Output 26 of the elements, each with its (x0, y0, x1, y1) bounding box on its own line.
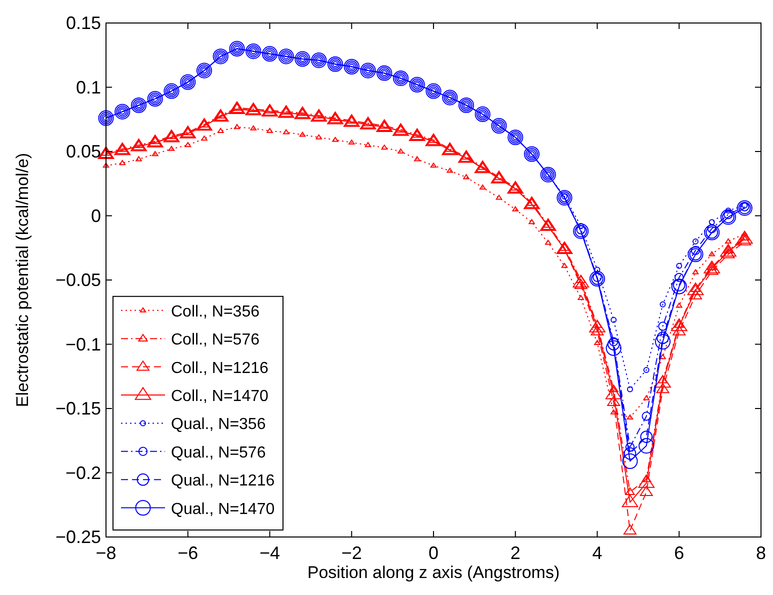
x-tick-label: 0 (428, 543, 439, 563)
x-tick-label: 6 (674, 543, 684, 563)
legend-label: Qual., N=1470 (171, 500, 275, 518)
legend-label: Coll., N=356 (171, 303, 260, 320)
y-tick-label: −0.2 (65, 462, 101, 483)
x-tick-label: −4 (259, 543, 280, 563)
legend-label: Qual., N=356 (171, 416, 266, 434)
legend-label: Coll., N=1470 (171, 388, 268, 405)
x-tick-label: 8 (756, 543, 766, 563)
legend-label: Qual., N=1216 (171, 472, 275, 490)
y-tick-label: 0.1 (76, 77, 101, 98)
y-tick-label: 0.05 (66, 142, 101, 162)
x-tick-label: 2 (510, 543, 520, 563)
x-tick-label: −2 (341, 543, 362, 563)
y-tick-label: 0 (90, 206, 101, 226)
legend-label: Coll., N=1216 (171, 360, 268, 377)
x-tick-label: −6 (178, 543, 198, 563)
y-tick-label: −0.1 (65, 334, 101, 354)
y-tick-label: 0.15 (66, 13, 101, 33)
y-axis-title: Electrostatic potential (kcal/mol/e) (13, 152, 32, 408)
x-axis-title: Position along z axis (Angstroms) (307, 563, 560, 582)
legend-label: Coll., N=576 (171, 332, 260, 349)
y-tick-label: −0.15 (55, 398, 101, 418)
y-tick-label: −0.05 (55, 270, 101, 290)
legend-label: Qual., N=576 (171, 444, 266, 462)
x-tick-label: 4 (592, 543, 602, 563)
